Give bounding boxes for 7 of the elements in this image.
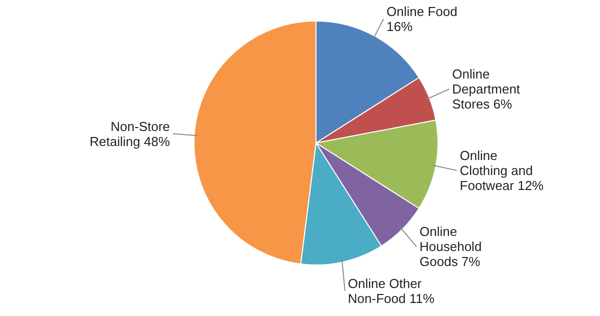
slice-label: Non-Store Retailing 48% xyxy=(90,118,170,149)
data-label: 16% xyxy=(386,19,413,34)
slice-label: Online Food xyxy=(386,4,458,19)
slice-label: Online Other Non-Food 11% xyxy=(348,276,435,306)
slice-label: Online Department Stores 6% xyxy=(452,66,520,112)
slice-label: Online Clothing and Footwear 12% xyxy=(460,148,544,193)
slice-label: Online Household Goods 7% xyxy=(420,224,482,270)
